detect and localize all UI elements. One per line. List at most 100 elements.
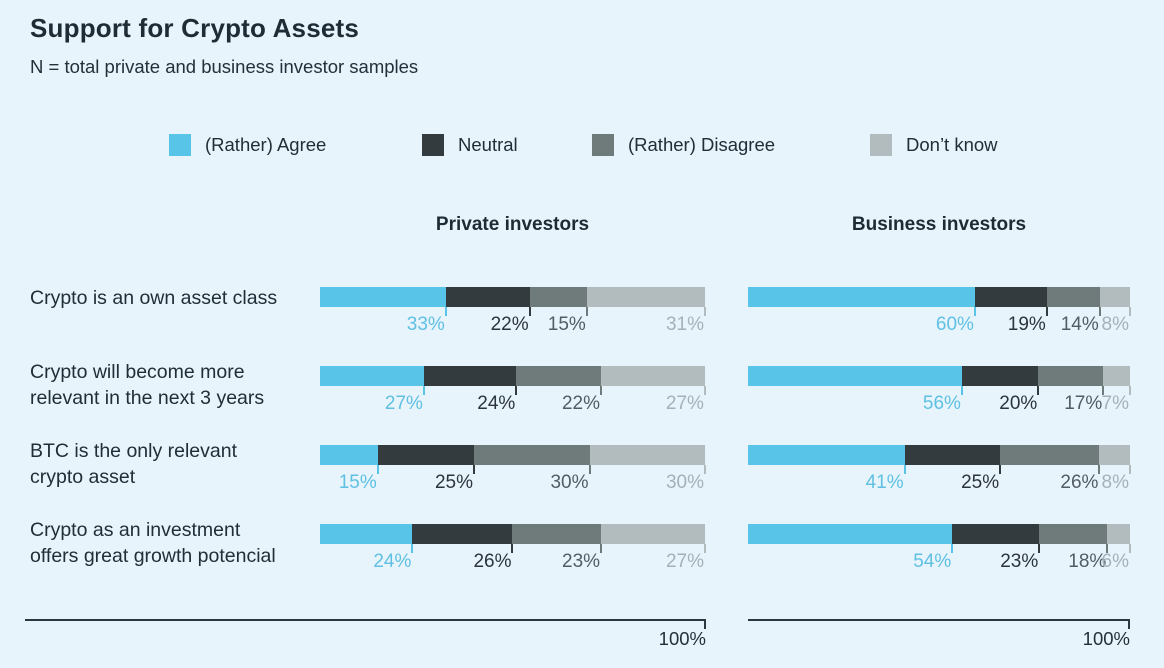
segment-tick: [444, 307, 447, 316]
bar-segment-agree: 24%: [320, 524, 414, 572]
bar-segment-disagree: 15%: [529, 287, 588, 335]
bar-segment-disagree: 30%: [474, 445, 591, 493]
bar-segment-agree: 41%: [748, 445, 906, 493]
segment-tick: [473, 465, 475, 474]
bar-segment-dont-know: 27%: [601, 366, 706, 414]
bar-segment-neutral: 20%: [961, 366, 1040, 414]
segment-value-label: 26%: [1060, 472, 1099, 493]
segment-value-label: 20%: [999, 393, 1038, 414]
segment-value-label: 23%: [1000, 551, 1039, 572]
row-label: Crypto is an own asset class: [30, 287, 278, 309]
bar-segment-neutral: 23%: [952, 524, 1041, 572]
segment-tick: [511, 544, 514, 553]
segment-tick: [1128, 386, 1131, 395]
segment-value-label: 15%: [338, 472, 377, 493]
segment-tick: [1128, 544, 1131, 553]
segment-value-label: 56%: [922, 393, 961, 414]
segment-value-label: 24%: [477, 393, 516, 414]
bar-segment-neutral: 25%: [377, 445, 475, 493]
segment-tick: [951, 544, 954, 553]
segment-value-label: 54%: [913, 551, 952, 572]
bar-segment-disagree: 18%: [1039, 524, 1109, 572]
legend-swatch-disagree: [592, 134, 614, 156]
segment-tick: [600, 544, 603, 553]
bar-segment-agree: 54%: [748, 524, 954, 572]
bar-segment-agree: 27%: [320, 366, 425, 414]
segment-value-label: 6%: [1101, 551, 1129, 572]
segment-value-label: 27%: [665, 393, 704, 414]
segment-tick: [973, 307, 976, 316]
row-label: Crypto will become more relevant in the …: [30, 361, 265, 409]
bar-segment-neutral: 25%: [904, 445, 1002, 493]
legend-label: (Rather) Disagree: [628, 134, 776, 155]
legend-swatch-agree: [169, 134, 191, 156]
segment-tick: [703, 386, 706, 395]
stacked-bar-private: 27% 24% 22% 27%: [320, 366, 706, 414]
bar-segment-dont-know: 8%: [1099, 287, 1131, 335]
segment-value-label: 24%: [373, 551, 412, 572]
bar-segment-neutral: 22%: [445, 287, 531, 335]
bar-segment-agree: 56%: [748, 366, 963, 414]
segment-tick: [1098, 465, 1101, 474]
bar-segment-disagree: 14%: [1046, 287, 1101, 335]
segment-tick: [1106, 544, 1109, 553]
segment-tick: [528, 307, 531, 316]
x-axis-max-label-business: 100%: [1082, 628, 1130, 649]
segment-value-label: 8%: [1101, 472, 1129, 493]
bar-segment-disagree: 17%: [1038, 366, 1105, 414]
stacked-bar-private: 24% 26% 23% 27%: [320, 524, 706, 572]
segment-value-label: 7%: [1101, 393, 1129, 414]
bar-segment-dont-know: 30%: [589, 445, 706, 493]
segment-value-label: 30%: [550, 472, 589, 493]
segment-tick: [588, 465, 591, 474]
segment-value-label: 23%: [562, 551, 601, 572]
legend-item-dont-know: Don’t know: [870, 134, 998, 156]
segment-value-label: 27%: [384, 393, 423, 414]
legend-item-disagree: (Rather) Disagree: [592, 134, 775, 156]
x-axis-max-label-private: 100%: [658, 628, 706, 649]
segment-tick: [1128, 465, 1131, 474]
segment-value-label: 41%: [865, 472, 904, 493]
bar-segment-neutral: 26%: [412, 524, 514, 572]
segment-value-label: 25%: [434, 472, 473, 493]
bar-segment-dont-know: 7%: [1102, 366, 1131, 414]
segment-tick: [411, 544, 414, 553]
row-label: Crypto as an investment offers great gro…: [30, 519, 276, 567]
segment-value-label: 27%: [665, 551, 704, 572]
legend-item-neutral: Neutral: [422, 134, 518, 156]
x-axis-end-tick-business: [1128, 619, 1130, 629]
legend-swatch-dont-know: [870, 134, 892, 156]
stacked-bar-business: 60% 19% 14% 8%: [748, 287, 1131, 335]
legend-label: Don’t know: [906, 134, 998, 155]
segment-value-label: 60%: [935, 314, 974, 335]
page-title: Support for Crypto Assets: [30, 13, 360, 43]
segment-value-label: 26%: [473, 551, 512, 572]
legend-item-agree: (Rather) Agree: [169, 134, 326, 156]
column-header-business-investors: Business investors: [851, 214, 1027, 235]
legend-swatch-neutral: [422, 134, 444, 156]
segment-value-label: 30%: [665, 472, 704, 493]
segment-tick: [1102, 386, 1105, 395]
segment-value-label: 15%: [547, 314, 586, 335]
x-axis-line-private: [25, 619, 706, 621]
segment-value-label: 8%: [1101, 314, 1129, 335]
stacked-bar-private: 33% 22% 15% 31%: [320, 287, 706, 335]
segment-value-label: 18%: [1068, 551, 1107, 572]
bar-segment-disagree: 26%: [1000, 445, 1101, 493]
segment-tick: [903, 465, 906, 474]
bar-segment-dont-know: 27%: [601, 524, 706, 572]
segment-tick: [703, 544, 706, 553]
bar-segment-agree: 15%: [320, 445, 379, 493]
segment-value-label: 14%: [1060, 314, 1099, 335]
bar-segment-dont-know: 31%: [586, 287, 706, 335]
segment-tick: [1045, 307, 1048, 316]
stacked-bar-business: 54% 23% 18% 6%: [748, 524, 1131, 572]
segment-tick: [999, 465, 1002, 474]
column-header-private-investors: Private investors: [435, 214, 590, 235]
segment-tick: [703, 307, 706, 316]
bar-segment-dont-know: 8%: [1099, 445, 1131, 493]
stacked-bar-business: 56% 20% 17% 7%: [748, 366, 1131, 414]
bar-segment-neutral: 24%: [423, 366, 518, 414]
segment-tick: [376, 465, 379, 474]
